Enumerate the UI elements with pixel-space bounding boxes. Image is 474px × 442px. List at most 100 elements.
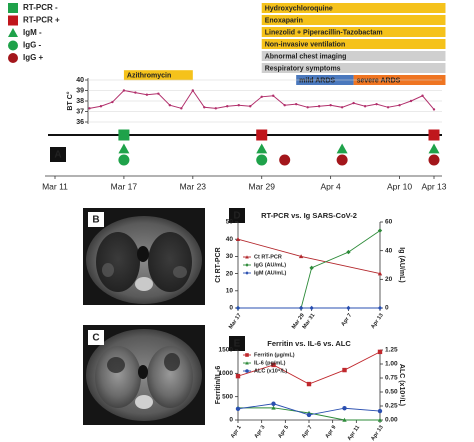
legend-symbol [245,255,249,259]
temperature-point [421,94,424,97]
temperature-point [237,104,240,107]
legend-symbol [245,263,249,267]
series-point [235,406,241,411]
y-tick-label: 39 [76,87,84,94]
y2-tick-label: 1.00 [385,361,398,368]
treatment-bar [261,27,446,37]
panel-label: D [233,211,240,222]
series-point [377,271,383,276]
temperature-point [111,100,114,104]
temperature-point [203,106,206,109]
temperature-point [352,101,355,105]
temperature-point [88,107,91,110]
legend-label: Ct RT-PCR [254,254,282,260]
panel-label-box [88,212,104,227]
y2-tick-label: 40 [385,247,393,254]
temperature-point [432,108,436,111]
treatment-label: Hydroxychloroquine [265,5,333,12]
panel-label: C [92,333,99,344]
y2-tick-label: 60 [385,219,393,226]
legend-label: RT-PCR + [23,16,60,25]
x-tick-label: Mar 17 [111,181,138,191]
x-tick-label: Apr 11 [347,425,362,442]
temperature-point [226,105,229,108]
y-tick-label: 38 [76,98,84,105]
y-tick-label: 500 [222,393,233,400]
series-point [377,228,383,233]
legend-symbol [245,353,249,357]
legend-label: RT-PCR - [23,3,58,12]
chart-title: Ferritin vs. IL-6 vs. ALC [267,339,351,348]
series-point [271,405,276,410]
y-tick-label: 40 [226,236,234,243]
temperature-point [157,92,160,95]
treatment-label: Linezolid + Piperacillin-Tazobactam [265,29,383,36]
temperature-point [249,105,252,108]
y2-axis-label: Ig (AU/mL) [398,247,405,282]
event-marker [118,154,130,166]
series-point [346,305,351,311]
series-point [377,305,383,311]
series-point [346,249,351,255]
event-marker [256,143,268,154]
event-marker [428,154,440,166]
temperature-point [409,99,413,103]
event-marker [428,143,440,154]
series-point [298,305,304,311]
legend-symbol [8,53,18,63]
panel-label: A [54,150,61,161]
series-point [342,417,347,422]
treatment-label: Azithromycin [127,73,171,80]
legend-symbol [245,271,249,275]
x-tick-label: Mar 11 [42,181,68,191]
series-point [271,401,276,406]
legend-label: IgG (AU/mL) [254,262,286,268]
temperature-point [306,106,309,109]
temperature-point [260,95,263,99]
legend-label: IgM - [23,28,42,37]
x-tick-label: Apr 7 [301,425,314,440]
temperature-point [317,105,321,108]
y-axis-label: BT C° [66,91,74,110]
y-tick-label: 0 [229,417,233,424]
event-marker [256,154,268,166]
temperature-point [134,91,137,94]
treatment-label: Enoxaparin [265,17,303,24]
temperature-point [363,105,367,108]
y-tick-label: 1500 [219,347,234,354]
y2-tick-label: 0.75 [385,375,398,382]
x-tick-label: Apr 1 [230,425,243,440]
legend-label: ALC (x10⁹/L) [254,368,287,374]
panel-label-box [229,336,245,351]
y-axis-label: Ferritin/IL-6 [215,366,222,405]
y2-tick-label: 1.25 [385,347,398,354]
series-point [342,406,347,411]
treatment-label: Abnormal chest imaging [265,53,347,60]
series-point [235,373,241,379]
legend-label: IgM (AU/mL) [254,270,287,276]
legend-label: IgG + [23,53,44,62]
series-point [377,417,383,422]
y-tick-label: 10 [226,288,234,295]
temperature-point [398,104,401,107]
y2-axis-label: ALC (x10⁹/L) [398,364,405,406]
panel-label-box [88,330,104,345]
temperature-point [214,107,217,110]
event-marker [428,129,440,141]
series-point [306,381,312,387]
y-axis-label: Ct RT-PCR [215,247,222,282]
treatment-bar [261,51,446,61]
x-tick-label: Apr 4 [320,181,341,191]
x-tick-label: Apr 10 [387,181,412,191]
panel-label-box [229,208,245,223]
legend-symbol [8,40,18,51]
y2-tick-label: 0 [385,305,389,312]
x-tick-label: Apr 13 [370,313,385,330]
treatment-label: Respiratory symptoms [265,65,341,72]
temperature-point [168,104,172,107]
temperature-point [283,104,286,107]
y2-tick-label: 0.00 [385,417,398,424]
series-point [298,254,304,259]
series-point [235,305,241,311]
